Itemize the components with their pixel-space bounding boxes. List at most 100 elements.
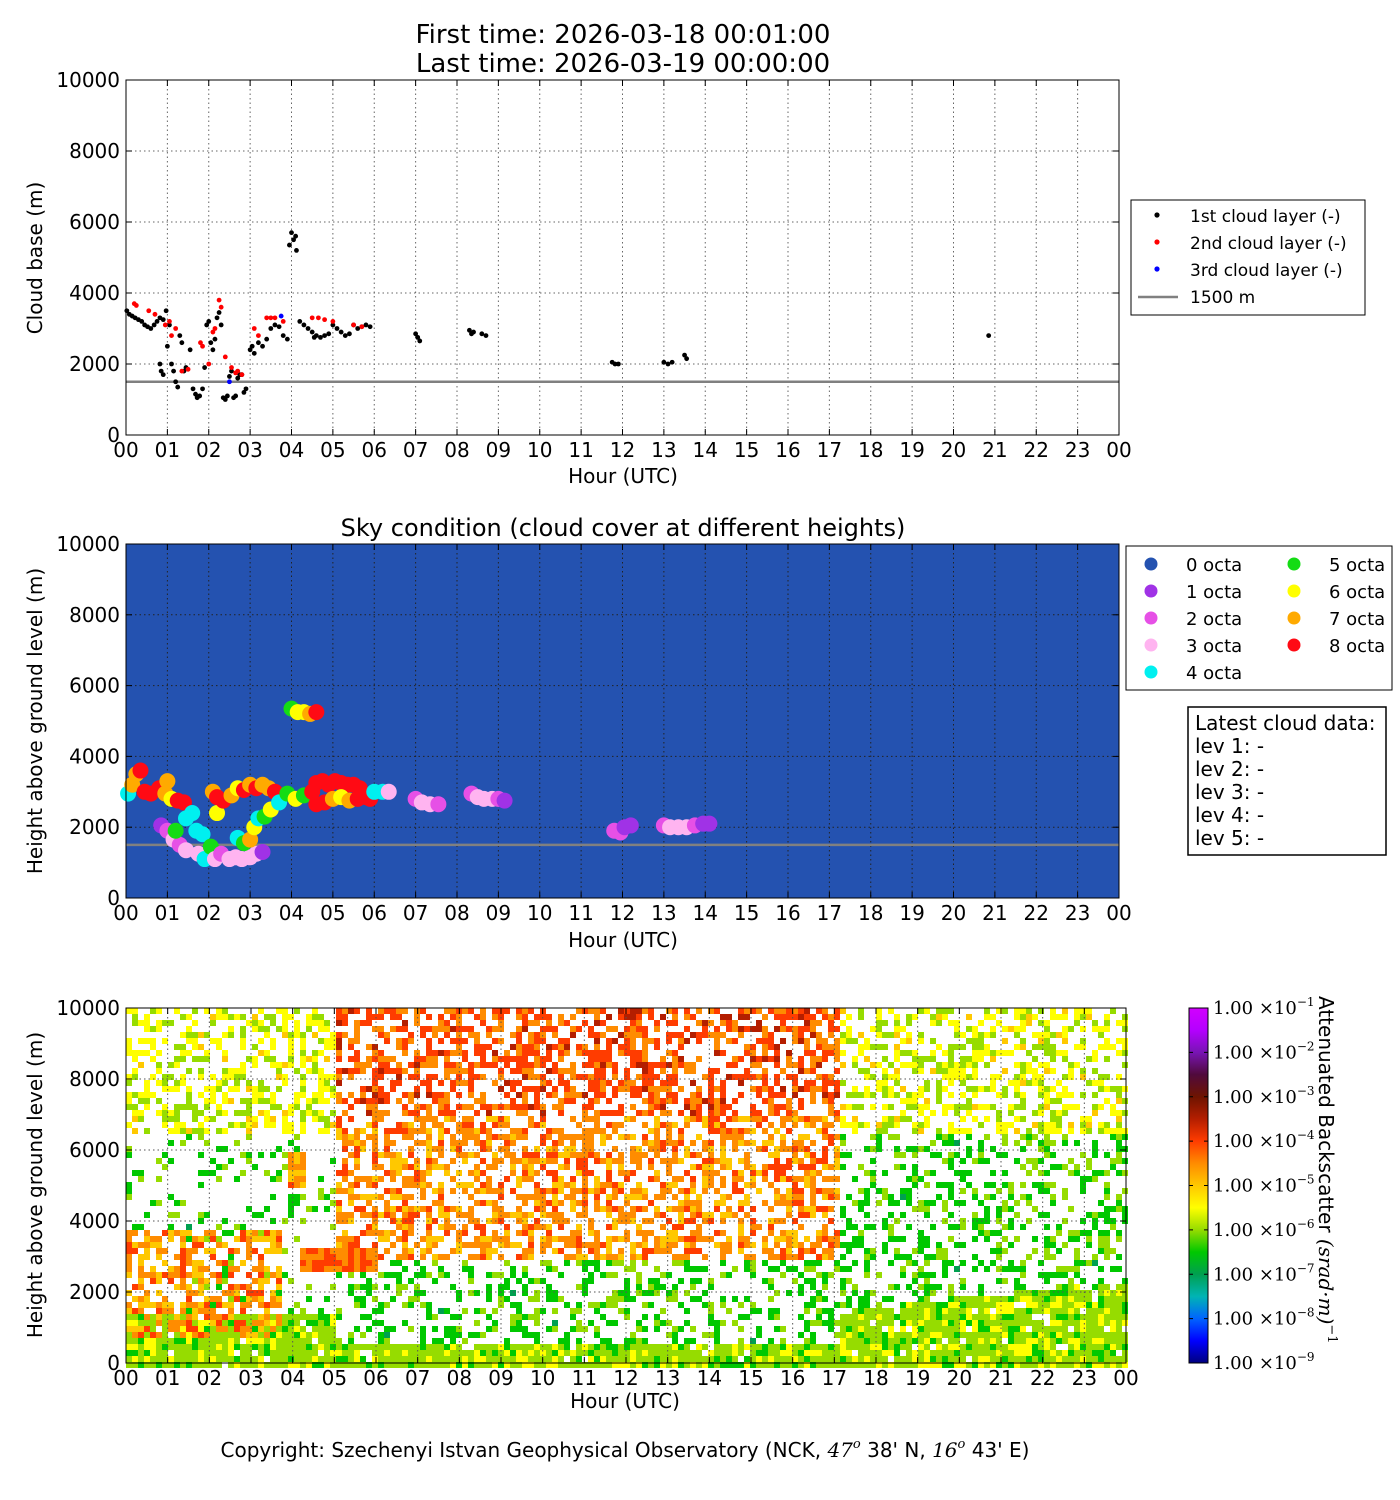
backscatter-cell (780, 1350, 786, 1356)
backscatter-cell (402, 1212, 408, 1218)
cloud-base-point (309, 329, 315, 335)
backscatter-cell (378, 1236, 384, 1242)
backscatter-cell (522, 1230, 528, 1236)
backscatter-cell (546, 1068, 552, 1074)
backscatter-cell (630, 1062, 636, 1068)
backscatter-cell (396, 1344, 402, 1350)
backscatter-cell (888, 1236, 894, 1242)
cloud-base-point (164, 343, 170, 349)
backscatter-cell (504, 1116, 510, 1122)
backscatter-cell (474, 1188, 480, 1194)
backscatter-cell (486, 1182, 492, 1188)
backscatter-cell (600, 1206, 606, 1212)
backscatter-cell (630, 1296, 636, 1302)
backscatter-cell (738, 1326, 744, 1332)
backscatter-cell (462, 1230, 468, 1236)
backscatter-cell (408, 1128, 414, 1134)
backscatter-cell (522, 1362, 528, 1368)
backscatter-cell (336, 1338, 342, 1344)
backscatter-cell (498, 1362, 504, 1368)
backscatter-cell (312, 1248, 318, 1254)
backscatter-cell (798, 1038, 804, 1044)
backscatter-cell (660, 1320, 666, 1326)
backscatter-cell (246, 1134, 252, 1140)
backscatter-cell (822, 1212, 828, 1218)
backscatter-cell (312, 1020, 318, 1026)
backscatter-cell (306, 1014, 312, 1020)
backscatter-cell (192, 1362, 198, 1368)
backscatter-cell (768, 1104, 774, 1110)
backscatter-cell (810, 1206, 816, 1212)
backscatter-cell (498, 1134, 504, 1140)
backscatter-cell (624, 1080, 630, 1086)
backscatter-cell (702, 1176, 708, 1182)
backscatter-cell (366, 1110, 372, 1116)
backscatter-cell (288, 1182, 294, 1188)
backscatter-cell (876, 1008, 882, 1014)
backscatter-cell (222, 1164, 228, 1170)
backscatter-cell (690, 1206, 696, 1212)
backscatter-cell (822, 1278, 828, 1284)
backscatter-cell (450, 1344, 456, 1350)
backscatter-cell (132, 1344, 138, 1350)
backscatter-cell (132, 1326, 138, 1332)
backscatter-cell (732, 1170, 738, 1176)
backscatter-cell (606, 1026, 612, 1032)
backscatter-cell (816, 1062, 822, 1068)
backscatter-cell (126, 1326, 132, 1332)
backscatter-cell (708, 1158, 714, 1164)
backscatter-cell (522, 1164, 528, 1170)
backscatter-cell (750, 1338, 756, 1344)
backscatter-cell (864, 1344, 870, 1350)
backscatter-cell (864, 1296, 870, 1302)
backscatter-cell (786, 1236, 792, 1242)
backscatter-cell (894, 1362, 900, 1368)
backscatter-cell (894, 1146, 900, 1152)
backscatter-cell (684, 1014, 690, 1020)
backscatter-cell (558, 1140, 564, 1146)
cloud-base-point (268, 315, 274, 321)
backscatter-cell (864, 1362, 870, 1368)
backscatter-cell (222, 1098, 228, 1104)
backscatter-cell (966, 1344, 972, 1350)
backscatter-cell (690, 1152, 696, 1158)
backscatter-cell (528, 1254, 534, 1260)
legend-third-layer-marker (1154, 266, 1160, 272)
backscatter-cell (774, 1242, 780, 1248)
cloud-base-point (483, 333, 489, 338)
backscatter-cell (426, 1314, 432, 1320)
backscatter-cell (420, 1032, 426, 1038)
backscatter-cell (828, 1104, 834, 1110)
x-tick-label: 16 (775, 438, 800, 462)
backscatter-cell (198, 1242, 204, 1248)
backscatter-cell (654, 1020, 660, 1026)
backscatter-cell (636, 1086, 642, 1092)
backscatter-cell (444, 1224, 450, 1230)
backscatter-cell (834, 1080, 840, 1086)
cloud-base-point (293, 233, 299, 239)
backscatter-cell (510, 1068, 516, 1074)
backscatter-cell (336, 1188, 342, 1194)
backscatter-cell (360, 1260, 366, 1266)
backscatter-cell (336, 1056, 342, 1062)
cloud-base-point (210, 347, 216, 353)
backscatter-cell (318, 1194, 324, 1200)
backscatter-cell (810, 1332, 816, 1338)
backscatter-cell (234, 1266, 240, 1272)
backscatter-cell (882, 1332, 888, 1338)
backscatter-cell (762, 1344, 768, 1350)
backscatter-cell (330, 1044, 336, 1050)
backscatter-cell (942, 1158, 948, 1164)
backscatter-cell (816, 1188, 822, 1194)
backscatter-cell (324, 1080, 330, 1086)
backscatter-cell (672, 1008, 678, 1014)
backscatter-cell (558, 1356, 564, 1362)
backscatter-cell (618, 1290, 624, 1296)
backscatter-cell (198, 1074, 204, 1080)
backscatter-cell (246, 1080, 252, 1086)
backscatter-cell (708, 1320, 714, 1326)
backscatter-cell (144, 1356, 150, 1362)
backscatter-cell (270, 1194, 276, 1200)
backscatter-cell (750, 1008, 756, 1014)
backscatter-cell (624, 1236, 630, 1242)
